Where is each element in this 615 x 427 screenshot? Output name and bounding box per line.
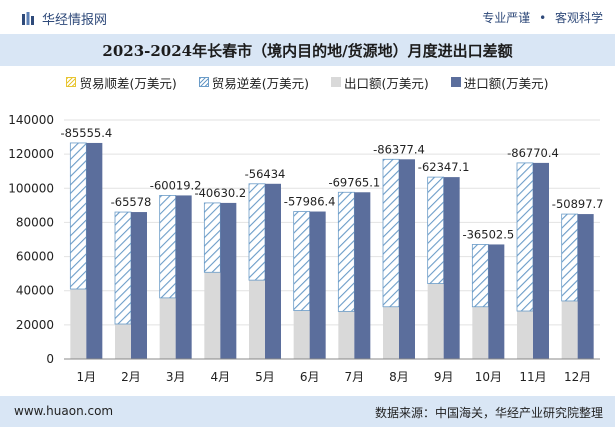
x-tick-label: 9月 [434,370,454,384]
deficit-bar [382,158,400,308]
y-tick-label: 0 [46,352,54,366]
bar-chart: 140000120000100000800006000040000200000 … [8,113,603,384]
legend-label-export: 出口额(万美元) [344,75,429,91]
import-bar [577,214,594,359]
y-tick-label: 40000 [16,284,54,298]
legend-swatch-export [331,77,341,87]
import-bar [399,159,415,359]
y-tick-label: 60000 [16,250,54,264]
y-tick-label: 120000 [8,147,54,161]
deficit-bar [159,195,177,299]
legend-item-surplus: 贸易顺差(万美元) [66,72,177,92]
chart-title-band: 2023-2024年长春市（境内目的地/货源地）月度进出口差额 [0,34,615,66]
y-tick-label: 100000 [8,181,54,195]
x-tick-label: 11月 [519,370,546,384]
deficit-bar [471,244,489,308]
data-label: -56434 [245,167,286,181]
x-tick-label: 3月 [166,370,186,384]
x-tick-label: 8月 [389,370,409,384]
brand: 华经情报网 [22,9,107,28]
import-bar [86,142,103,359]
export-bar [561,300,578,359]
data-label: -86770.4 [507,146,559,160]
import-bar [309,211,326,359]
data-label: -62347.1 [418,160,470,174]
export-bar [472,306,489,359]
legend: 贸易顺差(万美元) 贸易逆差(万美元) 出口额(万美元) 进口额(万美元) [0,72,615,92]
x-tick-label: 10月 [475,370,502,384]
export-bar [115,324,131,359]
legend-item-export: 出口额(万美元) [331,72,429,92]
y-tick-label: 20000 [16,318,54,332]
import-bar [220,202,237,359]
header-tags: 专业严谨 • 客观科学 [482,9,603,26]
import-bar [131,212,147,359]
export-bar [338,311,355,359]
footer-source: 数据来源：中国海关，华经产业研究院整理 [374,406,603,420]
data-label: -50897.7 [552,197,604,211]
y-tick-label: 140000 [8,113,54,127]
deficit-bar [561,213,579,302]
deficit-bar [516,162,534,312]
data-labels: -85555.4 -65578 -60019.2-40630.2 -56434 -579… [60,126,603,241]
x-tick-label: 4月 [211,370,231,384]
tag-professional: 专业严谨 [482,11,531,25]
deficit-bar [203,202,221,273]
x-tick-label: 6月 [300,370,320,384]
data-label: -57986.4 [284,195,336,209]
legend-label-surplus: 贸易顺差(万美元) [79,75,177,91]
x-tick-label: 2月 [121,370,141,384]
deficit-bar [427,176,445,284]
data-label: -85555.4 [60,126,112,140]
x-tick-label: 12月 [564,370,591,384]
data-label: -65578 [111,195,152,209]
deficit-bar [114,211,132,325]
legend-swatch-surplus [66,77,77,87]
x-tick-label: 5月 [255,370,275,384]
deficit-bar [69,142,87,290]
y-axis-ticks: 140000 120000 100000 80000 60000 40000 20000 0 [8,113,54,366]
deficit-bar [293,211,311,311]
deficit-bar [248,183,266,281]
export-bar [204,272,221,359]
export-bar [383,306,399,359]
data-label: -36502.5 [462,227,514,241]
bars [69,142,594,359]
footer-band: www.huaon.com 数据来源：中国海关，华经产业研究院整理 [0,396,615,427]
data-label: -40630.2 [194,186,246,200]
x-axis-ticks: 1月 2月 3月 4月 5月 6月 7月 8月 9月 10月 11月 12月 [64,358,600,384]
tag-separator-icon: • [539,11,547,25]
top-bar: 华经情报网 专业严谨 • 客观科学 [0,0,615,34]
import-bar [265,183,281,359]
import-bar [443,177,460,359]
export-bar [249,280,265,359]
export-bar [427,283,444,359]
brand-logo-icon [22,11,34,25]
export-bar [159,297,176,359]
import-bar [354,192,371,359]
import-bar [533,162,549,359]
chart-title: 2023-2024年长春市（境内目的地/货源地）月度进出口差额 [102,41,513,60]
y-tick-label: 80000 [16,215,54,229]
export-bar [293,310,310,359]
data-label: -60019.2 [150,178,202,192]
legend-swatch-import [450,77,461,87]
export-bar [70,289,87,359]
legend-label-import: 进口额(万美元) [463,75,549,91]
legend-item-deficit: 贸易逆差(万美元) [198,72,309,92]
footer-url: www.huaon.com [14,404,114,418]
import-bar [488,244,505,359]
x-tick-label: 1月 [77,370,97,384]
tag-objective: 客观科学 [554,11,603,25]
deficit-bar [337,191,355,312]
data-label: -69765.1 [328,175,380,189]
legend-swatch-deficit [198,77,209,87]
import-bar [175,195,192,359]
x-tick-label: 7月 [345,370,365,384]
legend-item-import: 进口额(万美元) [450,72,549,92]
brand-name: 华经情报网 [42,13,108,28]
data-label: -86377.4 [373,142,425,156]
export-bar [517,311,533,359]
legend-label-deficit: 贸易逆差(万美元) [211,75,309,91]
